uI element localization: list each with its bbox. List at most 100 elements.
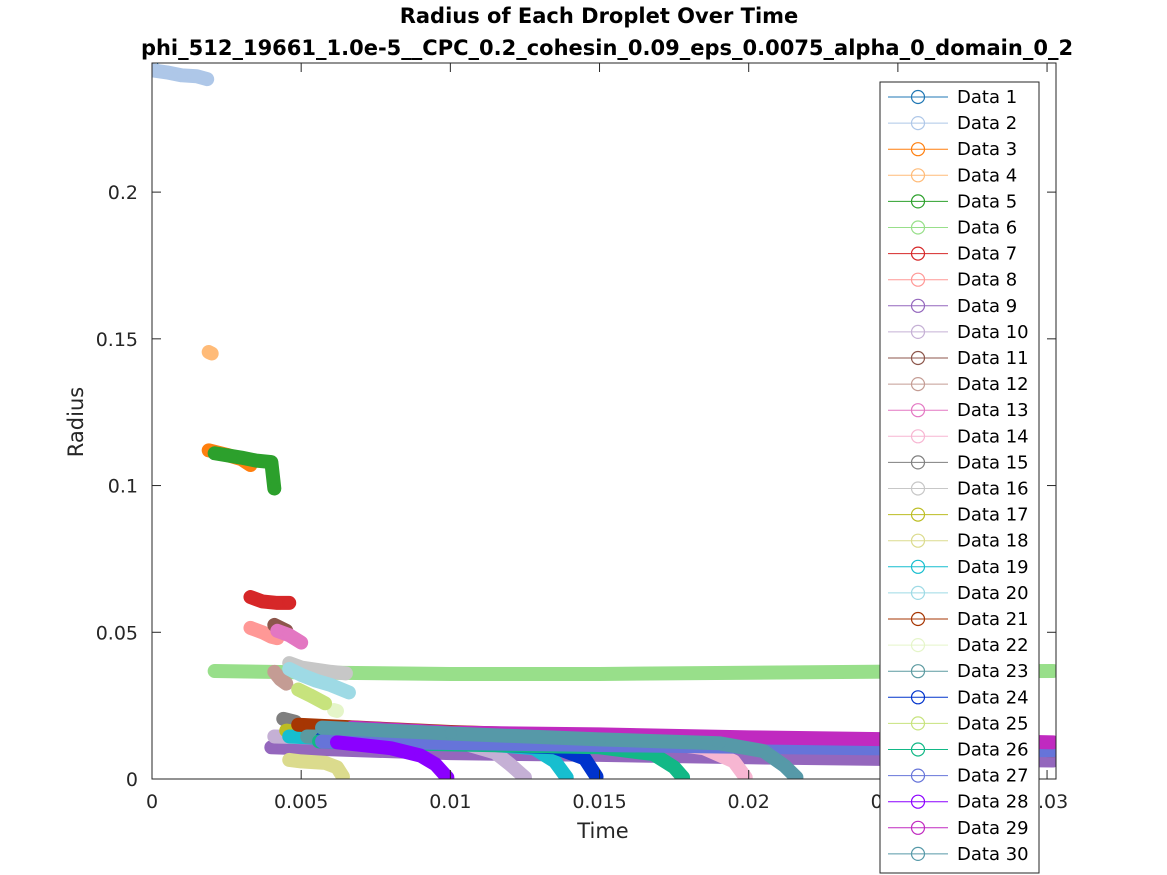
series-13 <box>270 623 309 650</box>
series-25 <box>291 682 333 711</box>
data-point <box>330 760 344 774</box>
data-point <box>243 621 258 635</box>
legend-label: Data 11 <box>957 348 1029 369</box>
legend-marker <box>910 194 926 209</box>
data-point <box>560 770 574 779</box>
legend-entry: Data 3 <box>888 139 1017 160</box>
legend-marker <box>910 742 926 757</box>
series-line <box>207 446 282 496</box>
legend-label: Data 6 <box>957 218 1017 239</box>
data-point <box>282 628 296 642</box>
legend-label: Data 7 <box>957 244 1017 265</box>
legend-entry: Data 10 <box>888 322 1029 343</box>
series-7 <box>243 590 297 610</box>
data-point <box>1046 735 1056 749</box>
series-line <box>270 623 309 650</box>
series-line <box>315 720 804 779</box>
x-tick-label: 0.01 <box>429 791 471 813</box>
data-point <box>315 734 329 749</box>
legend-box <box>879 81 1040 874</box>
legend-entry: Data 26 <box>888 740 1029 761</box>
data-point <box>249 454 264 468</box>
legend-entry: Data 7 <box>888 244 1017 265</box>
data-point <box>443 667 457 681</box>
legend: Data 1 Data 2 Data 3 Data 4 Data 5 Data 6 Data… <box>879 81 1040 874</box>
plot-frame <box>151 62 1057 780</box>
data-point <box>294 754 308 768</box>
data-point <box>324 678 338 692</box>
legend-entry: Data 5 <box>888 191 1017 212</box>
series-2 <box>152 63 215 87</box>
legend-label: Data 22 <box>957 635 1029 656</box>
series-12 <box>267 664 294 691</box>
legend-label: Data 23 <box>957 661 1029 682</box>
data-point <box>190 69 204 83</box>
data-point <box>727 754 741 768</box>
legend-marker <box>910 716 926 731</box>
data-point <box>676 770 690 779</box>
legend-entry: Data 24 <box>888 687 1029 708</box>
series-18 <box>282 752 350 779</box>
legend-marker <box>910 246 926 261</box>
legend-label: Data 19 <box>957 557 1029 578</box>
series-20 <box>282 661 356 700</box>
legend-label: Data 30 <box>957 844 1029 865</box>
data-point <box>518 770 532 779</box>
legend-entry: Data 11 <box>888 348 1029 369</box>
legend-entry: Data 12 <box>888 374 1029 395</box>
legend-label: Data 24 <box>957 687 1029 708</box>
data-point <box>757 744 771 758</box>
data-point <box>739 770 753 779</box>
legend-marker <box>910 377 926 392</box>
x-tick-label: 0.015 <box>572 791 626 813</box>
legend-marker <box>910 350 926 366</box>
legend-marker <box>910 115 926 131</box>
legend-label: Data 3 <box>957 139 1017 160</box>
legend-entry: Data 17 <box>888 505 1029 526</box>
legend-marker <box>910 533 926 548</box>
legend-label: Data 16 <box>957 479 1029 500</box>
data-point <box>234 451 249 465</box>
data-point <box>413 748 428 763</box>
legend-label: Data 4 <box>957 165 1017 186</box>
legend-entry: Data 13 <box>888 400 1029 421</box>
legend-entry: Data 29 <box>888 818 1029 839</box>
data-point <box>548 754 562 768</box>
data-point <box>294 668 308 682</box>
legend-marker <box>910 768 926 783</box>
data-point <box>440 770 454 779</box>
data-point <box>267 481 281 496</box>
data-point <box>279 677 293 691</box>
legend-label: Data 10 <box>957 322 1029 343</box>
legend-label: Data 5 <box>957 191 1017 212</box>
legend-marker <box>910 429 926 444</box>
x-tick-label: 0.02 <box>728 791 770 813</box>
legend-entry: Data 28 <box>888 792 1029 813</box>
legend-marker <box>910 559 926 574</box>
data-point <box>282 729 296 744</box>
legend-entry: Data 1 <box>888 87 1017 108</box>
x-tick-label: 0.005 <box>274 791 328 813</box>
legend-marker <box>910 637 926 653</box>
data-point <box>291 718 305 732</box>
y-tick-label: 0 <box>126 769 138 791</box>
legend-entry: Data 9 <box>888 296 1017 317</box>
data-point <box>318 756 332 770</box>
data-point <box>200 72 214 86</box>
legend-entry: Data 19 <box>888 557 1029 578</box>
data-point <box>291 682 305 697</box>
y-tick-label: 0.15 <box>96 329 138 351</box>
data-point <box>315 721 329 735</box>
data-point <box>384 741 398 755</box>
legend-marker <box>910 664 926 679</box>
legend-label: Data 13 <box>957 400 1029 421</box>
legend-label: Data 17 <box>957 505 1029 526</box>
data-point <box>592 732 607 746</box>
legend-label: Data 18 <box>957 531 1029 552</box>
data-point <box>309 674 323 688</box>
data-point <box>503 757 517 771</box>
data-point <box>777 759 792 773</box>
legend-label: Data 14 <box>957 426 1029 447</box>
data-point <box>336 770 350 779</box>
data-point <box>318 696 332 710</box>
